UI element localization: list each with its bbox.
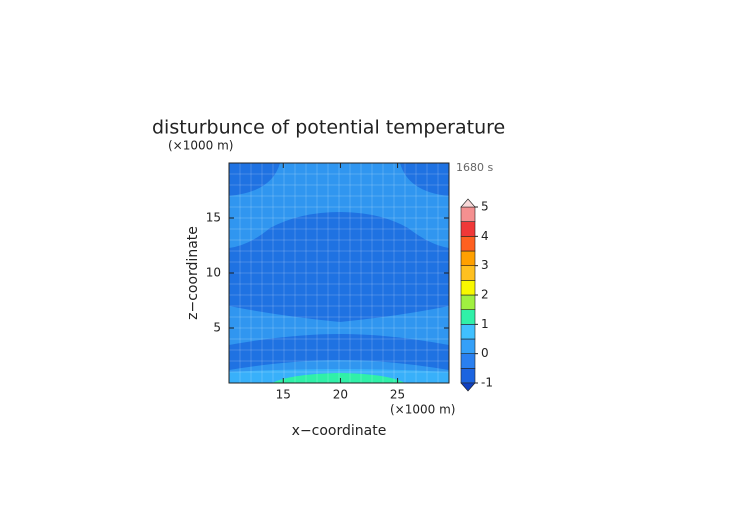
colorbar-tick-label: -1 <box>481 376 493 390</box>
x-tick-label: 15 <box>276 388 291 402</box>
x-tick-label: 25 <box>390 388 405 402</box>
colorbar-under <box>460 382 476 392</box>
colorbar-segment <box>460 250 476 266</box>
colorbar-tick-label: 2 <box>481 288 489 302</box>
colorbar-segment <box>460 294 476 310</box>
colorbar-segment <box>460 309 476 325</box>
time-label: 1680 s <box>456 161 493 174</box>
colorbar-tick-label: 1 <box>481 317 489 331</box>
y-unit: (×1000 m) <box>168 139 233 153</box>
colorbar-segment <box>460 221 476 237</box>
chart-title: disturbunce of potential temperature <box>152 117 505 139</box>
contour-region <box>272 373 405 383</box>
colorbar-segment <box>460 206 476 222</box>
colorbar-segment <box>460 236 476 252</box>
colorbar-tick-label: 0 <box>481 346 489 360</box>
colorbar-segment <box>460 368 476 384</box>
colorbar-over <box>460 198 476 208</box>
contour-field <box>229 163 449 383</box>
x-unit: (×1000 m) <box>390 403 455 417</box>
colorbar-segment <box>460 338 476 354</box>
colorbar-segment <box>460 353 476 369</box>
y-tick-label: 5 <box>213 321 221 335</box>
y-tick-label: 15 <box>206 211 221 225</box>
colorbar-segment <box>460 280 476 296</box>
colorbar-tick-label: 3 <box>481 258 489 272</box>
mesh <box>229 163 449 383</box>
contour-region <box>229 212 449 322</box>
colorbar-tick-label: 5 <box>481 200 489 214</box>
x-tick-label: 20 <box>333 388 348 402</box>
y-tick-label: 10 <box>206 266 221 280</box>
y-axis-label: z−coordinate <box>185 226 201 320</box>
contour-region <box>229 163 280 196</box>
colorbar-segment <box>460 265 476 281</box>
colorbar-segment <box>460 324 476 340</box>
colorbar-tick-label: 4 <box>481 229 489 243</box>
x-axis-label: x−coordinate <box>292 423 387 439</box>
contour-region <box>229 334 449 370</box>
contour-region <box>400 163 449 196</box>
